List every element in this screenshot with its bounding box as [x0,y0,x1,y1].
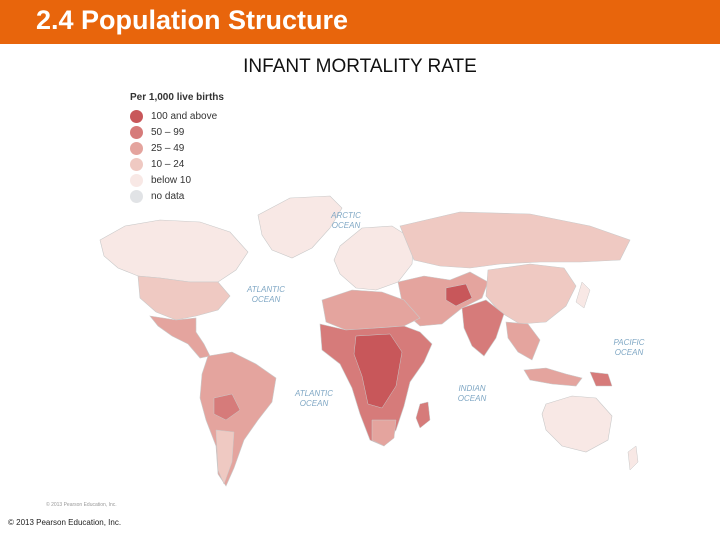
legend-item: 50 – 99 [130,124,224,140]
region-china [485,263,577,325]
legend-swatch [130,173,143,187]
region-indonesia [523,367,583,387]
slide-title: 2.4 Population Structure [36,5,349,35]
legend-label: below 10 [151,174,192,186]
region-japan [575,281,591,309]
legend-label: 50 – 99 [151,126,185,138]
region-usa [137,275,231,321]
region-mexico [149,315,211,359]
title-bar: 2.4 Population Structure [0,0,720,44]
legend-swatch [130,125,143,139]
region-southern-africa [371,419,397,447]
legend-item: 25 – 49 [130,140,224,156]
legend-swatch [130,141,143,155]
region-southeast-asia [505,321,541,361]
ocean-label-pacific: PACIFIC OCEAN [614,338,645,357]
region-afghanistan [445,283,473,307]
legend-label: no data [151,190,185,202]
region-bolivia [213,393,241,421]
region-south-asia [461,299,505,357]
map-legend: Per 1,000 live births 100 and above 50 –… [130,92,224,204]
region-madagascar [415,401,431,429]
ocean-label-atlantic-south: ATLANTIC OCEAN [294,389,333,408]
copyright-notice: © 2013 Pearson Education, Inc. [8,518,122,527]
legend-label: 25 – 49 [151,142,185,154]
region-papua [589,371,613,387]
region-australia [541,395,613,453]
region-new-zealand [627,445,639,471]
region-south-america [199,351,277,487]
legend-title: Per 1,000 live births [130,92,224,103]
legend-label: 10 – 24 [151,158,185,170]
region-russia [399,211,631,269]
legend-item: below 10 [130,172,224,188]
region-north-africa [321,289,421,331]
region-europe [333,225,415,291]
legend-swatch [130,157,143,171]
legend-item: no data [130,188,224,204]
legend-item: 10 – 24 [130,156,224,172]
map-subtitle: INFANT MORTALITY RATE [243,56,477,77]
map-credit: © 2013 Pearson Education, Inc. [46,502,117,508]
legend-item: 100 and above [130,108,224,124]
region-greenland [257,195,343,259]
world-map: ARCTIC OCEAN ATLANTIC OCEAN ATLANTIC OCEAN … [99,195,645,487]
legend-swatch [130,109,143,123]
region-chile-argentina [215,429,235,485]
ocean-label-atlantic-north: ATLANTIC OCEAN [246,285,285,304]
legend-swatch [130,189,143,203]
legend-label: 100 and above [151,110,218,122]
region-central-africa [353,333,403,409]
ocean-label-indian: INDIAN OCEAN [458,384,487,403]
ocean-label-arctic: ARCTIC OCEAN [330,211,361,230]
region-canada [99,219,249,283]
